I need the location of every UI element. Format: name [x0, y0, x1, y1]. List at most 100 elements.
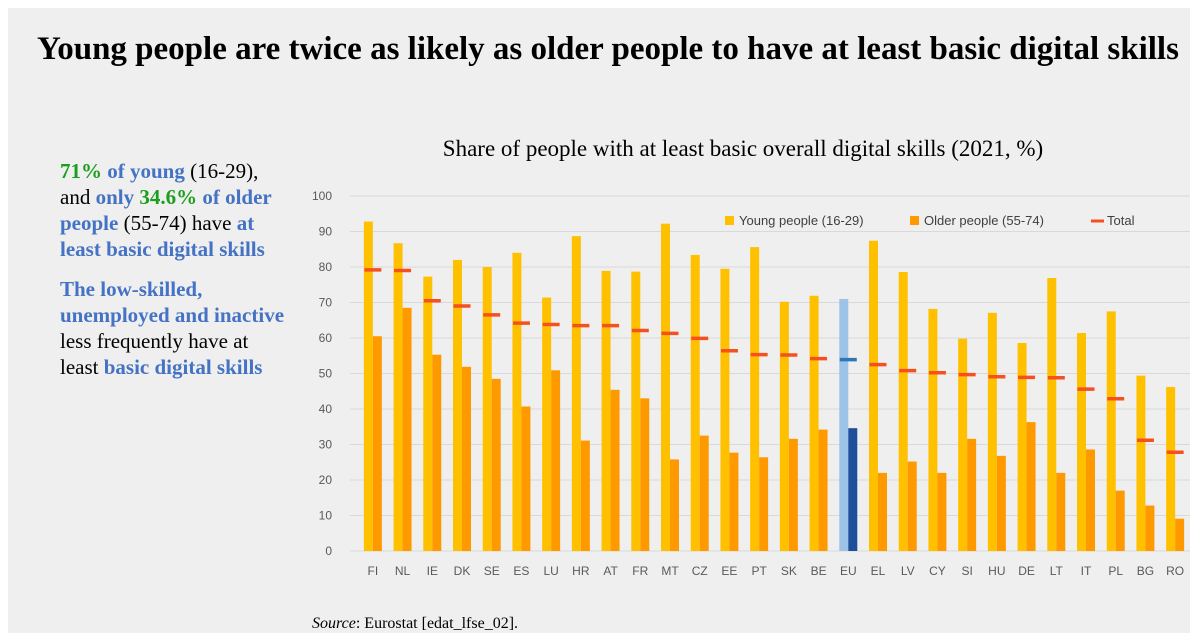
bar-older-lu — [551, 370, 561, 551]
bar-young-fi — [363, 221, 373, 551]
x-tick-labels: FI NL IE DK SE ES LU HR AT FR MT CZ EE PT SK BE EU EL LV CY… — [368, 564, 1185, 578]
basic-skills-label: at least basic digital skills — [60, 211, 265, 261]
bar-older-pt — [759, 457, 769, 551]
bar-older-it — [1086, 449, 1095, 551]
x-tick-label: EE — [721, 564, 737, 578]
bar-young-ro — [1166, 386, 1176, 551]
bar-young-hu — [987, 312, 997, 551]
older-age-range: (55-74) have — [118, 211, 237, 235]
bar-older-lt — [1056, 472, 1066, 551]
bar-young-at — [601, 270, 611, 551]
bar-older-bg — [1145, 505, 1155, 551]
bars — [363, 221, 1185, 552]
x-tick-label: LU — [543, 564, 558, 578]
y-tick-label: 90 — [319, 225, 333, 239]
bar-young-lv — [898, 271, 908, 551]
bar-young-nl — [393, 243, 403, 551]
bar-older-es — [521, 406, 531, 551]
basic-skills-label-2: basic digital skills — [103, 355, 263, 379]
legend-label: Total — [1107, 213, 1135, 228]
legend-swatch — [725, 216, 734, 225]
bar-young-lu — [542, 297, 552, 551]
finding-low-skilled: The low-skilled, unemployed and inactive… — [60, 276, 290, 380]
y-tick-label: 100 — [312, 189, 332, 203]
x-tick-label: HU — [988, 564, 1005, 578]
young-share-value: 71% — [60, 159, 102, 183]
x-tick-label: BE — [811, 564, 827, 578]
bar-older-fr — [640, 398, 650, 551]
x-tick-label: FI — [368, 564, 379, 578]
young-label: of young — [102, 159, 185, 183]
y-tick-label: 50 — [319, 367, 333, 381]
y-tick-labels: 0 10 20 30 40 50 60 70 80 90 100 — [312, 189, 332, 558]
bar-young-se — [482, 267, 492, 551]
x-tick-label: DE — [1018, 564, 1035, 578]
bar-older-cy — [937, 472, 947, 551]
x-tick-label: MT — [661, 564, 679, 578]
bar-young-ee — [720, 268, 730, 551]
low-skilled-text: less frequently have at least — [60, 329, 249, 379]
bar-older-fi — [372, 336, 382, 551]
bar-young-eu — [839, 298, 849, 551]
bar-older-el — [878, 472, 887, 551]
finding-age-gap: 71% of young (16-29), and only 34.6% of … — [60, 158, 290, 262]
x-tick-label: SK — [781, 564, 797, 578]
bar-older-sk — [788, 438, 798, 551]
bar-young-fr — [631, 271, 641, 551]
bar-young-el — [869, 240, 878, 552]
bar-young-hr — [571, 236, 581, 552]
bar-older-ro — [1175, 518, 1185, 551]
bar-young-mt — [661, 223, 670, 551]
x-tick-label: BG — [1137, 564, 1154, 578]
bar-older-ie — [432, 354, 442, 551]
bar-older-lv — [907, 461, 917, 551]
bar-young-bg — [1136, 375, 1146, 551]
bar-young-si — [958, 338, 968, 551]
bar-older-ee — [729, 452, 739, 551]
x-tick-label: PL — [1108, 564, 1123, 578]
y-tick-label: 0 — [325, 544, 332, 558]
x-tick-label: EU — [840, 564, 857, 578]
x-tick-label: EL — [871, 564, 886, 578]
young-age-range: (16-29), and — [60, 159, 259, 209]
x-tick-label: RO — [1166, 564, 1184, 578]
bar-older-hu — [996, 455, 1006, 551]
y-tick-label: 80 — [319, 260, 333, 274]
x-tick-label: CZ — [692, 564, 708, 578]
older-share-value: 34.6% — [139, 185, 198, 209]
x-tick-label: HR — [572, 564, 590, 578]
x-tick-label: DK — [454, 564, 471, 578]
bar-older-si — [967, 438, 977, 551]
source-note: Source: Eurostat [edat_lfse_02]. — [312, 615, 518, 633]
bar-chart: 0 10 20 30 40 50 60 70 80 90 100 FI NL IE DK SE ES LU HR A… — [298, 188, 1190, 613]
chart-title: Share of people with at least basic over… — [442, 136, 1044, 161]
x-tick-label: NL — [395, 564, 411, 578]
bar-young-es — [512, 252, 522, 552]
bar-older-nl — [402, 307, 412, 551]
x-tick-label: SE — [484, 564, 500, 578]
bar-young-cz — [690, 254, 700, 551]
bar-older-cz — [699, 435, 709, 551]
bar-older-hr — [580, 440, 590, 551]
y-tick-label: 30 — [319, 438, 333, 452]
bar-older-mt — [670, 459, 679, 551]
low-skilled-label: The low-skilled, unemployed and inactive — [60, 277, 285, 327]
bar-older-eu — [848, 428, 858, 551]
only-label: only — [95, 185, 135, 209]
bar-young-sk — [779, 301, 789, 551]
x-tick-label: PT — [751, 564, 767, 578]
bar-young-lt — [1047, 278, 1057, 551]
bar-young-dk — [453, 259, 462, 551]
page-title: Young people are twice as likely as olde… — [37, 31, 1179, 67]
y-tick-label: 40 — [319, 402, 333, 416]
x-tick-label: CY — [929, 564, 946, 578]
legend-label: Older people (55-74) — [924, 213, 1044, 228]
x-tick-label: LT — [1050, 564, 1064, 578]
bar-older-de — [1026, 422, 1036, 551]
bar-young-pl — [1106, 311, 1116, 551]
legend-label: Young people (16-29) — [739, 213, 864, 228]
bar-young-cy — [928, 308, 938, 551]
legend: Young people (16-29) Older people (55-74)… — [725, 213, 1135, 228]
page-background: Young people are twice as likely as olde… — [8, 8, 1190, 633]
bar-older-dk — [462, 366, 471, 551]
